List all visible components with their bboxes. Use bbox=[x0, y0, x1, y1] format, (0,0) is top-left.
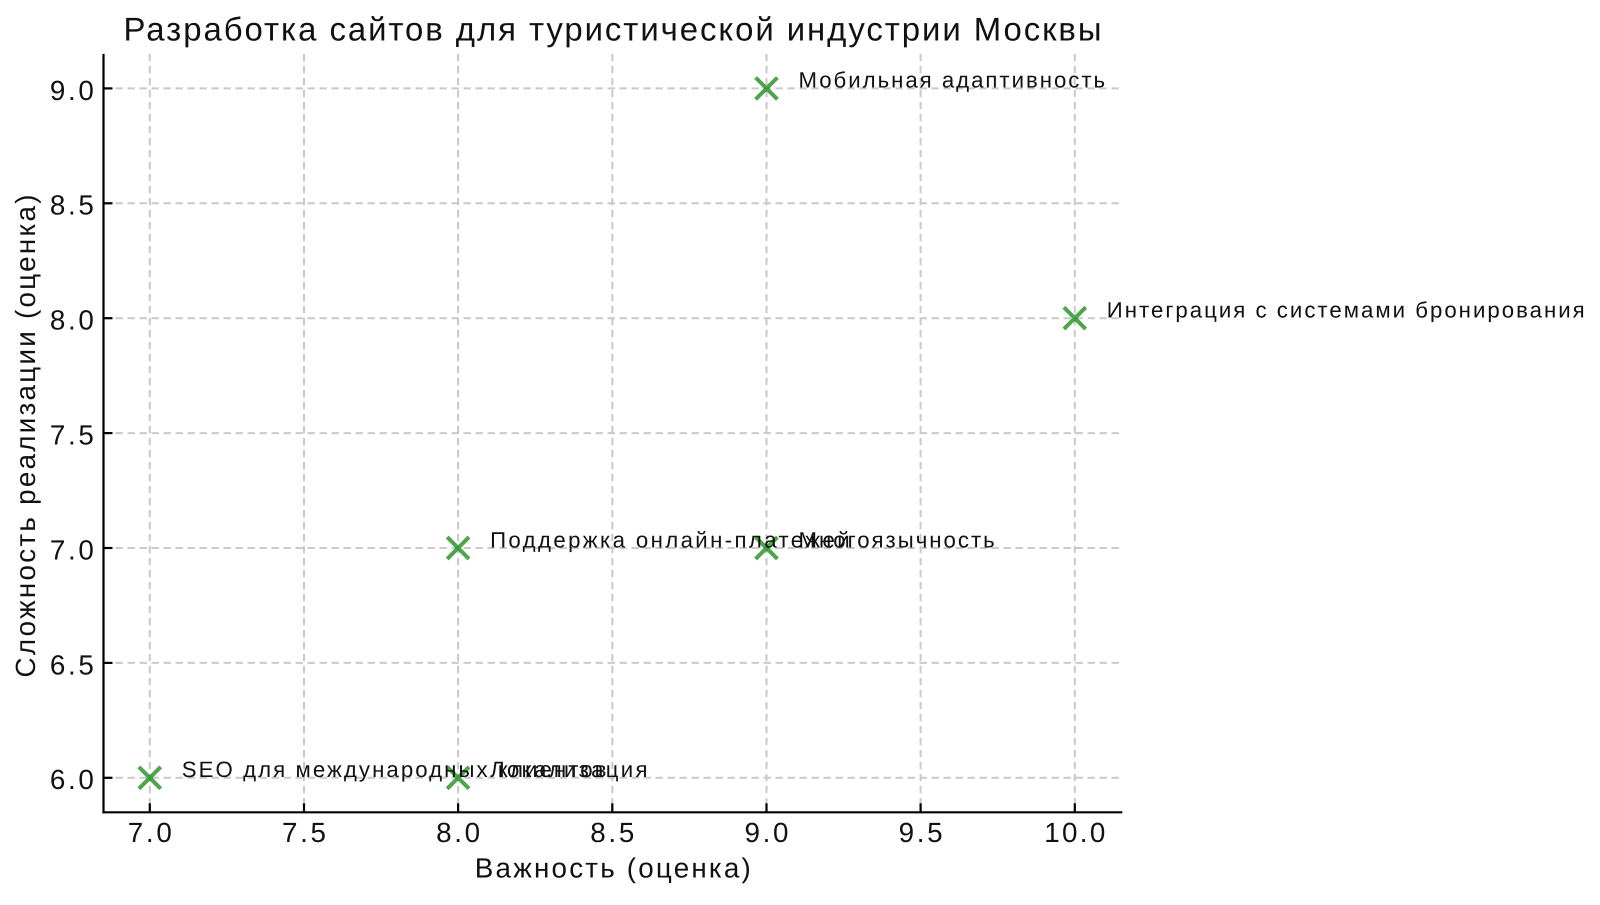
svg-text:8.5: 8.5 bbox=[50, 190, 94, 221]
svg-text:10.0: 10.0 bbox=[1044, 817, 1105, 848]
svg-text:Локализация: Локализация bbox=[490, 757, 647, 782]
svg-text:7.5: 7.5 bbox=[282, 817, 326, 848]
svg-text:8.0: 8.0 bbox=[50, 305, 94, 336]
svg-text:6.0: 6.0 bbox=[50, 764, 94, 795]
svg-text:8.5: 8.5 bbox=[590, 817, 634, 848]
svg-text:Важность (оценка): Важность (оценка) bbox=[475, 853, 751, 884]
svg-text:Интеграция с системами брониро: Интеграция с системами бронирования bbox=[1107, 298, 1585, 323]
svg-text:8.0: 8.0 bbox=[436, 817, 480, 848]
svg-text:9.0: 9.0 bbox=[50, 75, 94, 106]
svg-text:6.5: 6.5 bbox=[50, 649, 94, 680]
svg-text:Сложность реализации (оценка): Сложность реализации (оценка) bbox=[10, 195, 41, 678]
svg-text:7.0: 7.0 bbox=[50, 534, 94, 565]
svg-text:7.5: 7.5 bbox=[50, 420, 94, 451]
svg-text:Мобильная адаптивность: Мобильная адаптивность bbox=[799, 68, 1106, 93]
svg-text:Поддержка онлайн-платежей: Поддержка онлайн-платежей bbox=[490, 527, 849, 552]
svg-text:9.0: 9.0 bbox=[745, 817, 789, 848]
svg-text:9.5: 9.5 bbox=[899, 817, 943, 848]
svg-text:SEO для международных клиентов: SEO для международных клиентов bbox=[182, 757, 607, 782]
svg-text:Разработка сайтов для туристич: Разработка сайтов для туристической инду… bbox=[124, 11, 1102, 48]
svg-text:7.0: 7.0 bbox=[128, 817, 172, 848]
